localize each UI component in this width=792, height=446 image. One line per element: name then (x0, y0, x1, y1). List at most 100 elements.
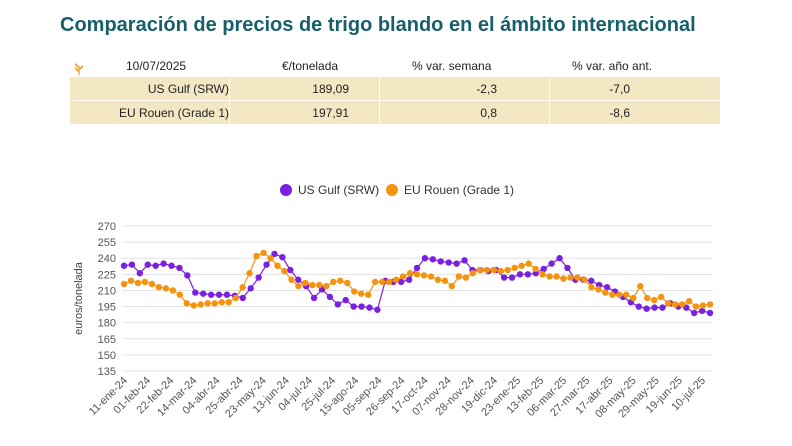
data-point (588, 284, 595, 291)
data-point (413, 264, 421, 272)
data-point (136, 270, 144, 277)
data-point (337, 277, 344, 284)
data-point (295, 282, 302, 290)
data-point (445, 259, 452, 266)
row-price: 189,09 (230, 77, 380, 100)
data-point (567, 274, 574, 281)
data-point (504, 266, 511, 274)
header-date: 10/07/2025 (126, 59, 187, 73)
legend-label: EU Rouen (Grade 1) (404, 183, 514, 197)
row-week-var: -2,3 (380, 77, 550, 100)
data-point (190, 302, 197, 309)
data-point (246, 270, 253, 277)
data-point (644, 294, 651, 302)
data-point (184, 272, 191, 279)
data-point (437, 258, 444, 265)
data-point (176, 291, 184, 298)
y-tick-label: 270 (98, 221, 116, 233)
data-point (659, 304, 666, 311)
data-point (358, 303, 365, 310)
data-point (344, 279, 351, 287)
row-price: 197,91 (230, 101, 380, 124)
data-point (148, 280, 156, 288)
y-tick-label: 240 (98, 253, 116, 265)
data-point (127, 277, 135, 284)
data-point (603, 284, 611, 291)
data-point (692, 303, 700, 310)
data-point (218, 299, 225, 306)
y-tick-label: 210 (98, 285, 116, 297)
data-point (657, 293, 665, 301)
data-point (476, 266, 483, 274)
data-point (120, 262, 128, 269)
data-point (518, 262, 525, 269)
data-point (144, 261, 151, 268)
data-point (267, 255, 274, 262)
data-point (232, 294, 239, 302)
data-point (160, 260, 167, 267)
data-point (211, 300, 218, 307)
data-point (134, 279, 142, 287)
data-point (678, 301, 686, 308)
header-date-cell: 10/07/2025 (70, 59, 230, 75)
data-point (309, 281, 316, 289)
data-point (588, 277, 595, 284)
data-point (207, 291, 215, 298)
data-point (302, 279, 309, 287)
data-point (643, 305, 650, 312)
data-point (274, 262, 281, 269)
data-point (548, 260, 555, 267)
data-point (516, 271, 524, 278)
y-tick-label: 180 (98, 318, 116, 330)
data-point (255, 274, 262, 281)
table-row: US Gulf (SRW) 189,09 -2,3 -7,0 (70, 77, 720, 101)
data-point (553, 273, 560, 280)
y-tick-label: 135 (98, 366, 116, 378)
data-point (351, 288, 358, 295)
y-tick-label: 195 (98, 302, 116, 314)
data-point (413, 271, 421, 278)
header-week-var: % var. semana (412, 59, 492, 73)
data-point (664, 300, 672, 307)
data-point (239, 294, 246, 302)
data-point (215, 291, 223, 298)
data-point (342, 296, 349, 304)
data-point (326, 293, 334, 301)
data-point (330, 278, 337, 286)
data-point (239, 284, 246, 291)
data-point (539, 271, 546, 278)
data-point (334, 301, 342, 308)
data-point (225, 299, 232, 306)
legend-marker (280, 184, 292, 196)
data-point (405, 276, 413, 283)
data-point (461, 257, 468, 264)
data-point (455, 273, 463, 280)
data-point (574, 274, 581, 281)
data-point (564, 264, 571, 272)
row-year-var: -8,6 (609, 105, 630, 120)
data-point (350, 303, 357, 310)
data-point (406, 270, 414, 277)
data-point (247, 285, 254, 292)
data-point (263, 261, 270, 268)
data-point (581, 276, 588, 283)
data-point (281, 267, 288, 275)
header-price: €/tonelada (282, 59, 339, 73)
data-point (453, 260, 460, 267)
data-point (448, 282, 456, 290)
data-point (295, 276, 302, 283)
data-point (192, 289, 199, 296)
data-point (699, 302, 707, 309)
row-market: EU Rouen (Grade 1) (70, 101, 230, 124)
data-point (671, 301, 679, 308)
data-point (357, 290, 365, 297)
data-point (469, 270, 477, 277)
data-point (162, 285, 170, 292)
data-point (706, 309, 714, 317)
data-point (483, 266, 490, 274)
data-point (560, 275, 567, 282)
price-line-chart: 135 150 165 180 195 210 225 240 255 270 euros/tone… (73, 183, 714, 420)
data-point (183, 300, 190, 307)
row-week-var: 0,8 (380, 101, 550, 124)
data-point (287, 266, 294, 274)
